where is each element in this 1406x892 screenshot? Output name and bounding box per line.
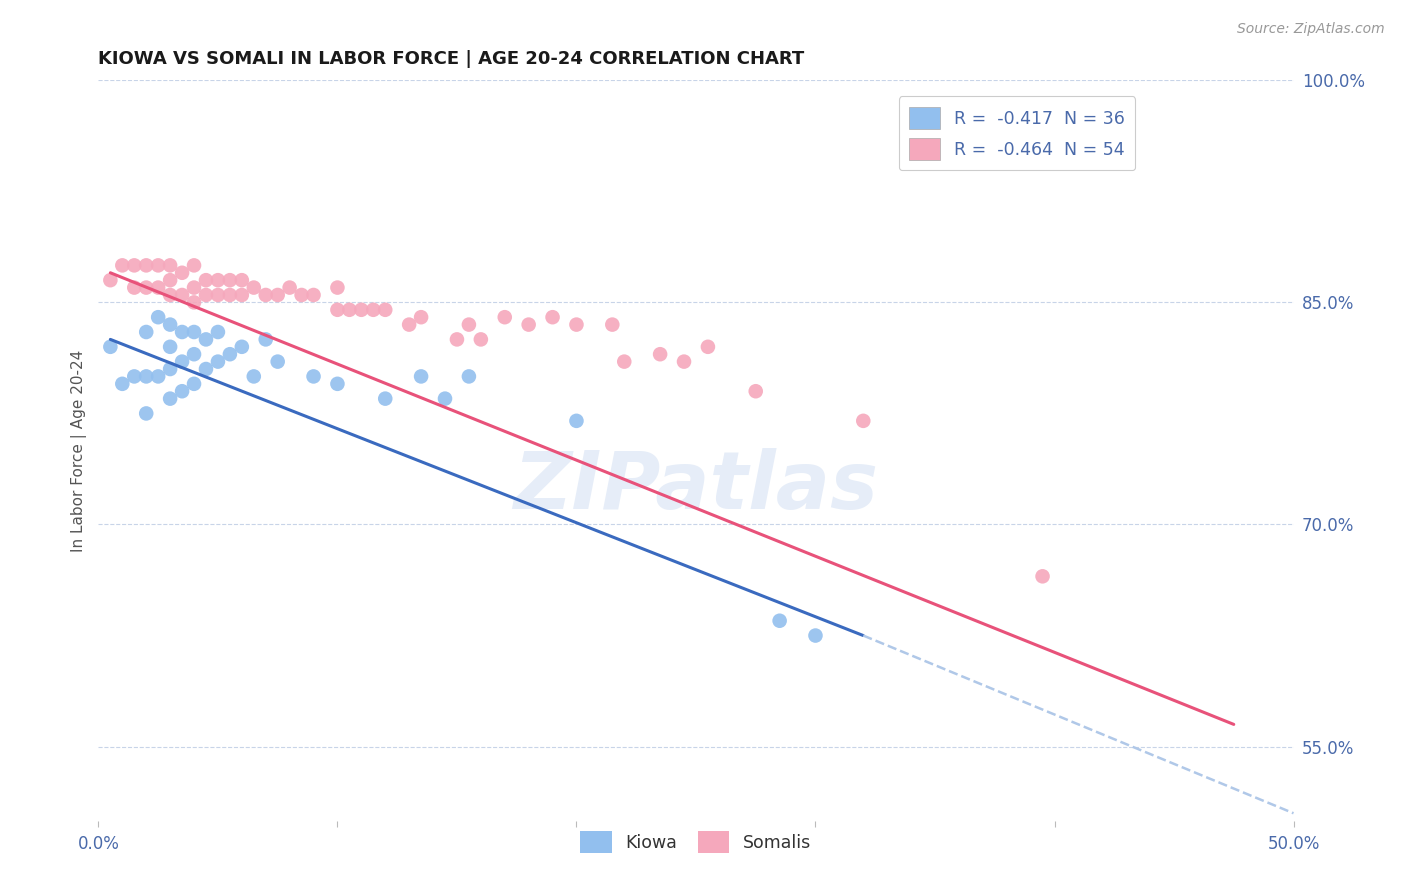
Point [159,288,181,302]
Point [804,628,827,642]
Point [159,258,181,272]
Point [267,354,290,368]
Point [267,288,290,302]
Point [219,347,242,361]
Text: KIOWA VS SOMALI IN LABOR FORCE | AGE 20-24 CORRELATION CHART: KIOWA VS SOMALI IN LABOR FORCE | AGE 20-… [98,50,804,68]
Point [254,288,277,302]
Point [411,369,433,384]
Point [195,273,218,287]
Point [183,295,205,310]
Point [172,266,194,280]
Point [326,376,349,391]
Point [278,280,301,294]
Point [172,384,194,399]
Point [243,369,266,384]
Point [411,310,433,325]
Point [124,258,146,272]
Point [565,414,588,428]
Point [148,280,170,294]
Point [326,302,349,317]
Point [613,354,636,368]
Point [135,369,157,384]
Point [434,392,457,406]
Point [326,280,349,294]
Point [291,288,314,302]
Point [135,325,157,339]
Point [159,318,181,332]
Point [254,332,277,346]
Point [374,302,396,317]
Point [183,258,205,272]
Point [673,354,696,368]
Point [183,347,205,361]
Point [398,318,420,332]
Point [1032,569,1054,583]
Point [172,325,194,339]
Y-axis label: In Labor Force | Age 20-24: In Labor Force | Age 20-24 [72,350,87,551]
Point [159,392,181,406]
Point [470,332,492,346]
Point [541,310,564,325]
Point [517,318,540,332]
Legend: Kiowa, Somalis: Kiowa, Somalis [574,824,818,860]
Point [195,362,218,376]
Point [124,280,146,294]
Point [697,340,720,354]
Point [124,369,146,384]
Point [446,332,468,346]
Point [183,280,205,294]
Point [458,318,481,332]
Point [339,302,361,317]
Point [98,340,122,354]
Point [172,288,194,302]
Point [302,369,325,384]
Point [219,288,242,302]
Point [207,273,229,287]
Point [207,288,229,302]
Point [302,288,325,302]
Point [159,273,181,287]
Point [207,325,229,339]
Point [159,340,181,354]
Text: Source: ZipAtlas.com: Source: ZipAtlas.com [1237,22,1385,37]
Point [135,258,157,272]
Point [135,407,157,421]
Point [350,302,373,317]
Point [745,384,768,399]
Point [195,288,218,302]
Point [852,414,875,428]
Point [148,369,170,384]
Text: ZIPatlas: ZIPatlas [513,449,879,526]
Point [768,614,790,628]
Point [602,318,624,332]
Point [195,332,218,346]
Point [135,280,157,294]
Point [374,392,396,406]
Point [183,376,205,391]
Point [148,258,170,272]
Point [111,376,134,391]
Point [458,369,481,384]
Point [1223,851,1246,865]
Point [219,273,242,287]
Point [111,258,134,272]
Point [243,280,266,294]
Point [207,354,229,368]
Point [172,354,194,368]
Point [648,347,672,361]
Point [183,325,205,339]
Point [565,318,588,332]
Point [159,362,181,376]
Point [231,340,253,354]
Point [98,273,122,287]
Point [231,273,253,287]
Point [494,310,516,325]
Point [148,310,170,325]
Point [363,302,385,317]
Point [231,288,253,302]
